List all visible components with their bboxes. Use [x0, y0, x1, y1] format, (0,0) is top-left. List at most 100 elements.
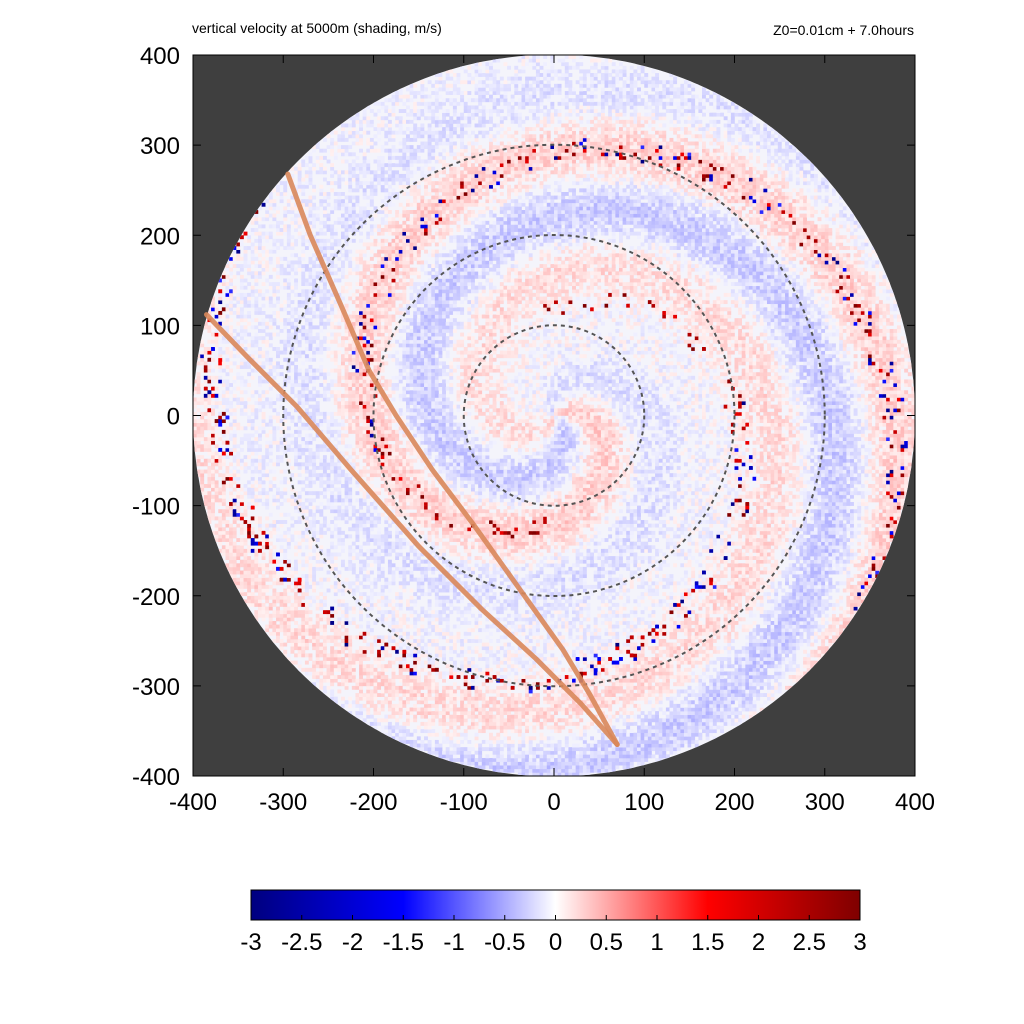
velocity-cell: [517, 757, 522, 762]
velocity-cell: [741, 653, 746, 658]
velocity-cell: [698, 689, 703, 694]
velocity-cell: [326, 617, 331, 622]
velocity-cell: [449, 667, 454, 672]
velocity-cell: [770, 696, 775, 701]
velocity-cell: [582, 747, 587, 752]
velocity-cell: [799, 628, 804, 633]
velocity-cell: [702, 584, 706, 589]
velocity-cell: [763, 628, 768, 633]
velocity-cell: [384, 581, 389, 586]
velocity-cell: [442, 685, 446, 690]
velocity-cell: [626, 739, 631, 744]
velocity-cell: [449, 696, 454, 701]
velocity-cell: [741, 588, 746, 593]
velocity-cell: [344, 639, 349, 643]
velocity-cell: [525, 602, 530, 607]
velocity-cell: [637, 620, 641, 625]
velocity-cell: [752, 682, 757, 687]
velocity-cell: [481, 721, 486, 726]
velocity-cell: [470, 696, 475, 701]
velocity-cell: [507, 649, 511, 654]
velocity-cell: [568, 577, 573, 582]
velocity-cell: [655, 700, 659, 705]
velocity-cell: [517, 750, 522, 755]
velocity-cell: [785, 628, 789, 633]
velocity-cell: [474, 743, 479, 748]
velocity-cell: [387, 635, 392, 640]
velocity-cell: [727, 685, 732, 690]
velocity-cell: [579, 599, 584, 604]
velocity-cell: [655, 584, 659, 589]
velocity-cell: [391, 675, 396, 679]
velocity-cell: [604, 639, 609, 643]
velocity-cell: [774, 602, 779, 607]
velocity-cell: [373, 639, 378, 643]
velocity-cell: [600, 667, 605, 672]
velocity-cell: [723, 664, 728, 669]
velocity-cell: [434, 750, 439, 755]
velocity-cell: [651, 581, 656, 586]
velocity-cell: [521, 624, 526, 629]
velocity-cell: [416, 725, 421, 730]
velocity-cell: [683, 628, 688, 633]
velocity-cell: [586, 761, 591, 766]
velocity-cell: [766, 675, 771, 679]
velocity-cell: [373, 667, 378, 672]
velocity-cell: [705, 721, 710, 726]
velocity-cell: [416, 682, 421, 687]
velocity-cell: [517, 711, 522, 716]
velocity-cell: [618, 757, 623, 762]
velocity-cell: [377, 671, 382, 676]
velocity-cell: [546, 743, 551, 748]
velocity-cell: [337, 617, 342, 622]
velocity-cell: [474, 620, 479, 625]
velocity-cell: [622, 588, 627, 593]
velocity-cell: [413, 620, 418, 625]
velocity-cell: [763, 671, 768, 676]
velocity-cell: [532, 725, 537, 730]
velocity-cell: [756, 642, 761, 647]
velocity-cell: [521, 736, 526, 741]
velocity-cell: [593, 757, 598, 762]
velocity-cell: [254, 599, 259, 604]
velocity-cell: [572, 678, 576, 683]
velocity-cell: [557, 772, 562, 777]
velocity-cell: [312, 577, 317, 582]
velocity-cell: [507, 689, 511, 694]
velocity-cell: [463, 732, 468, 737]
velocity-cell: [745, 610, 750, 615]
velocity-cell: [709, 682, 714, 687]
velocity-cell: [662, 617, 667, 622]
velocity-cell: [752, 646, 757, 651]
velocity-cell: [514, 653, 519, 658]
velocity-cell: [687, 703, 692, 708]
velocity-cell: [514, 721, 519, 726]
velocity-cell: [655, 635, 659, 640]
velocity-cell: [456, 653, 461, 658]
velocity-cell: [799, 584, 804, 589]
velocity-cell: [359, 613, 363, 618]
velocity-cell: [481, 711, 486, 716]
velocity-cell: [785, 624, 789, 629]
velocity-cell: [615, 635, 620, 640]
velocity-cell: [481, 584, 486, 589]
velocity-cell: [474, 725, 479, 730]
velocity-cell: [337, 657, 342, 661]
velocity-cell: [774, 667, 779, 672]
velocity-cell: [442, 628, 446, 633]
velocity-cell: [658, 729, 663, 734]
velocity-cell: [405, 617, 410, 622]
velocity-cell: [409, 642, 414, 647]
velocity-cell: [766, 696, 771, 701]
velocity-cell: [637, 653, 641, 658]
velocity-cell: [427, 602, 432, 607]
velocity-cell: [510, 747, 515, 752]
velocity-cell: [492, 721, 497, 726]
velocity-cell: [734, 657, 739, 661]
velocity-cell: [738, 682, 743, 687]
velocity-cell: [676, 675, 681, 679]
velocity-cell: [279, 610, 284, 615]
velocity-cell: [521, 664, 526, 669]
velocity-cell: [463, 617, 468, 622]
velocity-cell: [774, 574, 779, 579]
